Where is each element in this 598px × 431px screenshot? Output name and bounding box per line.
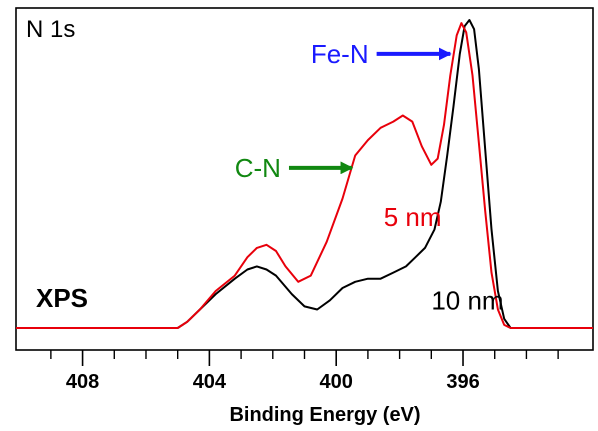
annotation-label: 5 nm (384, 202, 442, 232)
annotation-layer: Fe-N C-N 5 nm 10 nm (235, 39, 504, 315)
method-label: XPS (36, 283, 88, 313)
annotation-label: C-N (235, 153, 281, 183)
annotation-label: Fe-N (311, 39, 369, 69)
x-tick-label: 400 (320, 371, 353, 393)
panel-label: N 1s (26, 16, 75, 43)
x-axis-tick-labels: 408 404 400 396 (66, 371, 480, 393)
x-tick-label: 396 (446, 371, 479, 393)
series-line-10-nm (16, 19, 593, 329)
x-tick-label: 404 (193, 371, 227, 393)
plot-frame (15, 7, 594, 351)
annotation-label: 10 nm (431, 285, 503, 315)
series-layer (16, 19, 593, 329)
x-tick-label: 408 (66, 371, 99, 393)
x-axis-label: Binding Energy (eV) (229, 404, 420, 426)
x-axis-ticks (50, 350, 559, 366)
series-line-5-nm (16, 22, 593, 329)
